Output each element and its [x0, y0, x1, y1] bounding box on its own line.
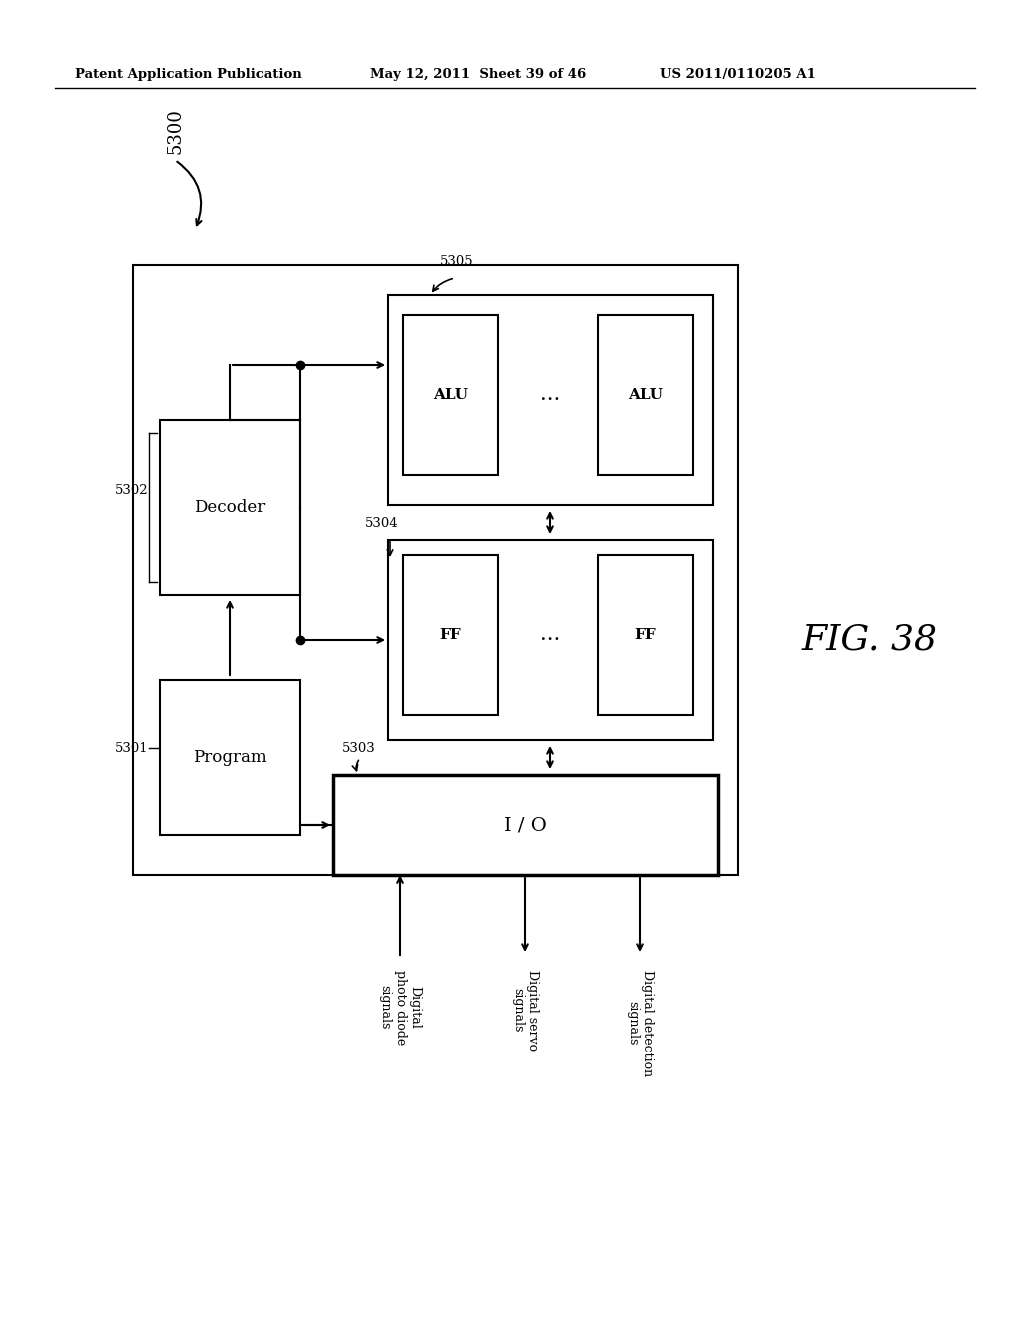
Text: ...: ...	[540, 385, 560, 404]
Bar	[598, 554, 693, 715]
Text: Patent Application Publication: Patent Application Publication	[75, 69, 302, 81]
Text: 5303: 5303	[342, 742, 376, 755]
Text: 5305: 5305	[440, 255, 474, 268]
Text: US 2011/0110205 A1: US 2011/0110205 A1	[660, 69, 816, 81]
Bar	[403, 315, 498, 475]
Text: Digital
photo diode
signals: Digital photo diode signals	[379, 970, 422, 1045]
Bar	[160, 420, 300, 595]
Text: FF: FF	[439, 628, 462, 642]
Text: Decoder: Decoder	[195, 499, 265, 516]
Bar	[133, 265, 738, 875]
Text: 5302: 5302	[115, 483, 148, 496]
Bar	[598, 315, 693, 475]
Text: Digital detection
signals: Digital detection signals	[626, 970, 654, 1076]
Text: 5300: 5300	[166, 108, 184, 154]
Text: May 12, 2011  Sheet 39 of 46: May 12, 2011 Sheet 39 of 46	[370, 69, 587, 81]
Bar	[388, 294, 713, 506]
Bar	[333, 775, 718, 875]
Text: ...: ...	[540, 626, 560, 644]
Bar	[388, 540, 713, 741]
Text: 5304: 5304	[365, 517, 398, 531]
Bar	[403, 554, 498, 715]
Text: FIG. 38: FIG. 38	[802, 623, 938, 657]
Text: Digital servo
signals: Digital servo signals	[511, 970, 539, 1051]
Text: Program: Program	[194, 748, 267, 766]
Text: ALU: ALU	[628, 388, 663, 403]
Bar	[160, 680, 300, 836]
Text: 5301: 5301	[115, 742, 148, 755]
Text: FF: FF	[635, 628, 656, 642]
Text: ALU: ALU	[433, 388, 468, 403]
Text: I / O: I / O	[504, 816, 547, 834]
